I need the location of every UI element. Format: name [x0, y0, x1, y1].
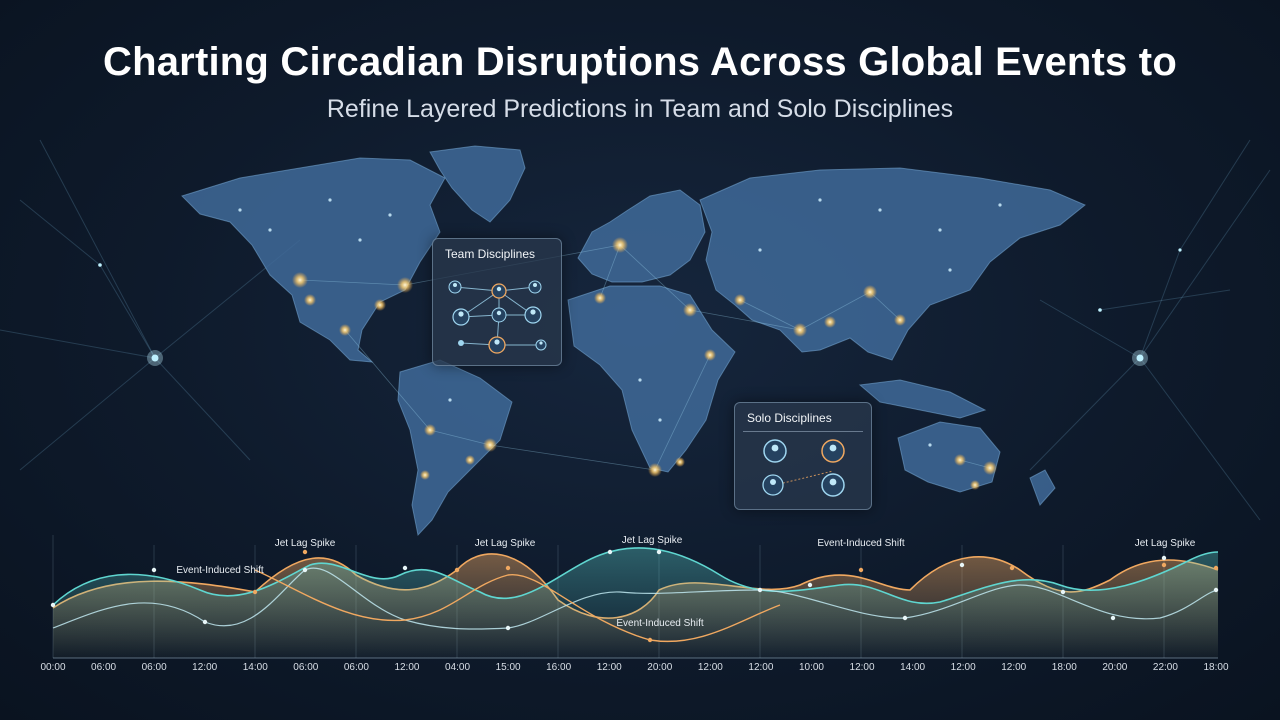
tick-label: 12:00 [1001, 662, 1027, 673]
secondary-wave-line [52, 567, 1219, 630]
tick-label: 22:00 [1152, 662, 1178, 673]
australia-shape [897, 421, 1001, 493]
tick-label: 20:00 [1102, 662, 1128, 673]
team-user-icons [448, 280, 547, 354]
tick-label: 06:00 [141, 662, 167, 673]
annotation-jet-lag-3: Jet Lag Spike [621, 535, 683, 546]
tick-label: 10:00 [798, 662, 824, 673]
annotation-jet-lag-4: Jet Lag Spike [1134, 538, 1196, 549]
teal-wave-line [52, 547, 1219, 606]
tick-label: 12:00 [950, 662, 976, 673]
teal-wave-area [53, 547, 1218, 658]
asia-shape [699, 167, 1086, 361]
tick-label: 06:00 [343, 662, 369, 673]
new-zealand-shape [1029, 469, 1056, 506]
tick-label: 12:00 [697, 662, 723, 673]
annotation-jet-lag-2: Jet Lag Spike [474, 538, 536, 549]
annotation-jet-lag-1: Jet Lag Spike [274, 538, 336, 549]
europe-shape [577, 189, 706, 283]
team-network-graph [448, 280, 547, 354]
tick-label: 06:00 [293, 662, 319, 673]
indonesia-shape [858, 379, 987, 419]
annotation-event-shift-2: Event-Induced Shift [817, 538, 905, 549]
annotation-event-shift-1: Event-Induced Shift [176, 565, 264, 576]
africa-shape [567, 285, 736, 473]
circadian-timeline [50, 535, 1219, 659]
tick-label: 04:00 [445, 662, 471, 673]
tick-label: 12:00 [748, 662, 774, 673]
tick-label: 12:00 [394, 662, 420, 673]
page-subtitle: Refine Layered Predictions in Team and S… [326, 95, 954, 123]
tick-label: 14:00 [242, 662, 268, 673]
solo-panel-divider [743, 431, 863, 432]
tick-label: 20:00 [647, 662, 673, 673]
annotation-event-shift-3: Event-Induced Shift [616, 618, 704, 629]
greenland-shape [429, 145, 526, 223]
page-title: Charting Circadian Disruptions Across Gl… [103, 40, 1177, 84]
tick-label: 12:00 [596, 662, 622, 673]
north-america-shape [181, 157, 446, 363]
tick-label: 12:00 [849, 662, 875, 673]
team-disciplines-title: Team Disciplines [445, 247, 536, 261]
south-america-shape [397, 359, 513, 537]
solo-disciplines-panel: Solo Disciplines [734, 402, 872, 510]
tick-label: 15:00 [495, 662, 521, 673]
team-disciplines-panel: Team Disciplines [432, 238, 562, 366]
tick-label: 18:00 [1051, 662, 1077, 673]
tick-label: 18:00 [1203, 662, 1229, 673]
solo-network-graph [762, 439, 845, 497]
tick-label: 16:00 [546, 662, 572, 673]
tick-label: 00:00 [40, 662, 66, 673]
tick-label: 06:00 [91, 662, 117, 673]
solo-disciplines-title: Solo Disciplines [747, 411, 832, 425]
tick-label: 12:00 [192, 662, 218, 673]
tick-label: 14:00 [900, 662, 926, 673]
orange-dip-line [254, 569, 781, 642]
